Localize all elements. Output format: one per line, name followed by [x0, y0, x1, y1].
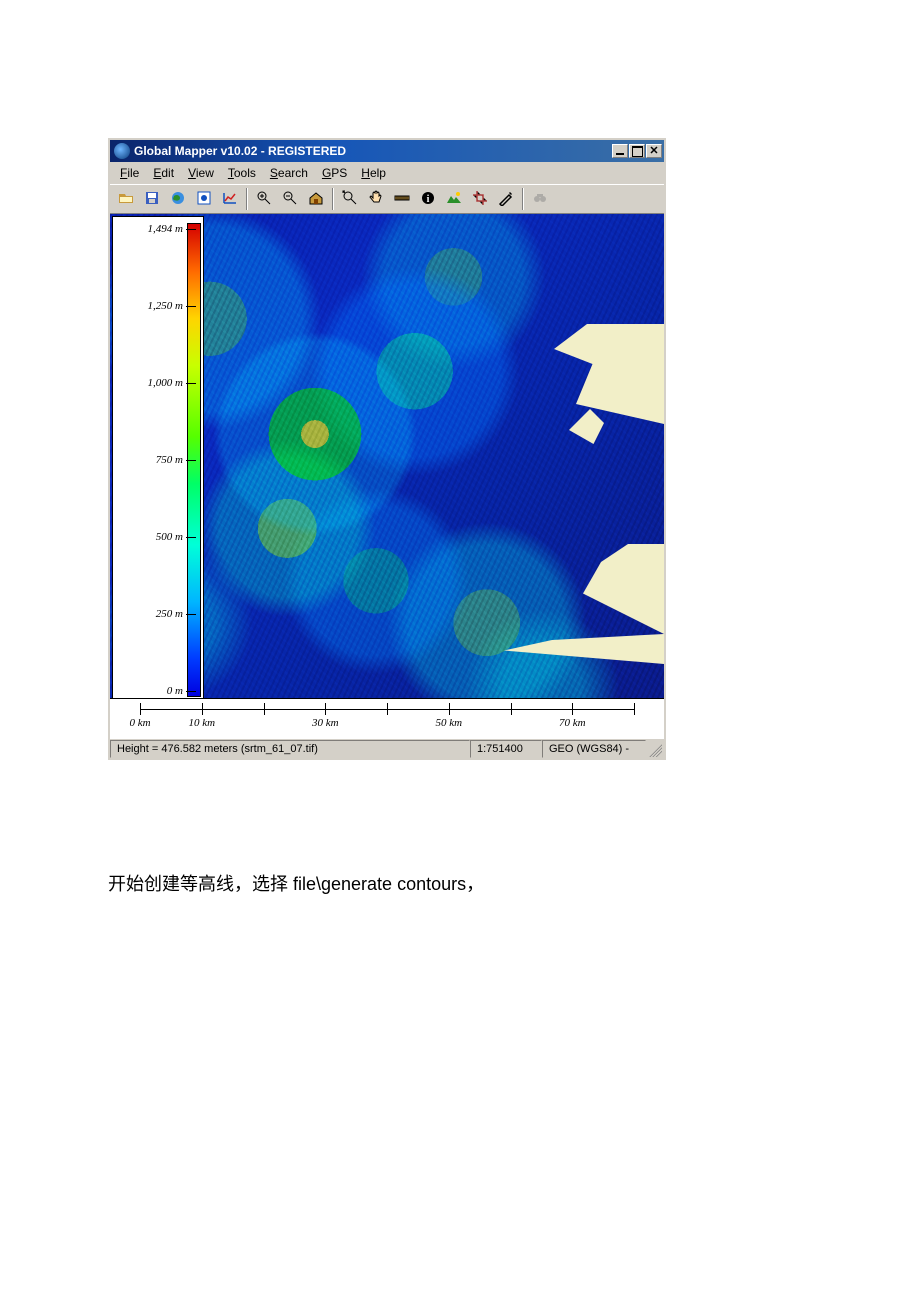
scale-tick: [572, 703, 573, 715]
zoom-in-icon: [256, 190, 272, 209]
binoculars-icon: [532, 190, 548, 209]
binoculars-button[interactable]: [528, 188, 552, 210]
status-bar: Height = 476.582 meters (srtm_61_07.tif)…: [110, 738, 664, 758]
menu-gps[interactable]: GPS: [316, 164, 353, 182]
menu-edit[interactable]: Edit: [147, 164, 180, 182]
minimize-button[interactable]: [612, 144, 628, 158]
scale-label: 10 km: [188, 717, 215, 729]
app-window: Global Mapper v10.02 - REGISTERED FileEd…: [108, 138, 666, 760]
scale-label: 30 km: [312, 717, 339, 729]
maximize-button[interactable]: [629, 144, 645, 158]
zoom-out-button[interactable]: [278, 188, 302, 210]
chart-button[interactable]: [218, 188, 242, 210]
scale-label: 0 km: [129, 717, 150, 729]
window-title: Global Mapper v10.02 - REGISTERED: [134, 144, 612, 158]
save-icon: [144, 190, 160, 209]
elevation-legend: 1,494 m 1,250 m 1,000 m 750 m 500 m 250 m 0 m: [112, 216, 204, 704]
title-bar[interactable]: Global Mapper v10.02 - REGISTERED: [110, 140, 664, 162]
layers-button[interactable]: [192, 188, 216, 210]
scale-tick: [634, 703, 635, 715]
toolbar: i: [110, 184, 664, 214]
menu-search[interactable]: Search: [264, 164, 314, 182]
terrain-button[interactable]: [442, 188, 466, 210]
close-button[interactable]: [646, 144, 662, 158]
scale-tick: [264, 703, 265, 715]
zoom-select-button[interactable]: [338, 188, 362, 210]
menu-file[interactable]: File: [114, 164, 145, 182]
scale-label: 70 km: [559, 717, 586, 729]
scale-tick: [140, 703, 141, 715]
zoom-in-button[interactable]: [252, 188, 276, 210]
legend-tick: 0 m: [167, 685, 183, 697]
menu-bar: FileEditViewToolsSearchGPSHelp: [110, 162, 664, 184]
document-caption: 开始创建等高线，选择 file\generate contours，: [108, 870, 666, 896]
scale-bar: 0 km 10 km 30 km 50 km 70 km: [110, 698, 664, 738]
legend-tick: 250 m: [156, 608, 183, 620]
chart-icon: [222, 190, 238, 209]
scale-label: 50 km: [435, 717, 462, 729]
open-icon: [118, 190, 134, 209]
crop-button[interactable]: [468, 188, 492, 210]
home-button[interactable]: [304, 188, 328, 210]
window-buttons: [612, 144, 662, 158]
app-icon: [114, 143, 130, 159]
legend-tick: 750 m: [156, 454, 183, 466]
scale-tick: [449, 703, 450, 715]
status-scale: 1:751400: [470, 740, 542, 758]
resize-grip-icon[interactable]: [646, 741, 662, 757]
status-height: Height = 476.582 meters (srtm_61_07.tif): [110, 740, 470, 758]
globe-icon: [170, 190, 186, 209]
menu-help[interactable]: Help: [355, 164, 392, 182]
legend-tick: 1,494 m: [148, 223, 183, 235]
draw-button[interactable]: [494, 188, 518, 210]
terrain-icon: [446, 190, 462, 209]
scale-tick: [325, 703, 326, 715]
pan-button[interactable]: [364, 188, 388, 210]
globe-button[interactable]: [166, 188, 190, 210]
legend-tick: 500 m: [156, 531, 183, 543]
status-projection: GEO (WGS84) -: [542, 740, 646, 758]
measure-icon: [394, 190, 410, 209]
zoom-select-icon: [342, 190, 358, 209]
pan-icon: [368, 190, 384, 209]
scale-tick: [387, 703, 388, 715]
open-button[interactable]: [114, 188, 138, 210]
map-viewport[interactable]: 1,494 m1,250 m1,000 m750 m500 m250 m0 m …: [110, 214, 664, 738]
measure-button[interactable]: [390, 188, 414, 210]
legend-tick: 1,250 m: [148, 300, 183, 312]
home-icon: [308, 190, 324, 209]
draw-icon: [498, 190, 514, 209]
scale-tick: [511, 703, 512, 715]
svg-text:i: i: [427, 194, 430, 205]
menu-tools[interactable]: Tools: [222, 164, 262, 182]
crop-icon: [472, 190, 488, 209]
legend-tick: 1,000 m: [148, 377, 183, 389]
scale-tick: [202, 703, 203, 715]
info-button[interactable]: i: [416, 188, 440, 210]
layers-icon: [196, 190, 212, 209]
menu-view[interactable]: View: [182, 164, 220, 182]
save-button[interactable]: [140, 188, 164, 210]
info-icon: i: [420, 190, 436, 209]
zoom-out-icon: [282, 190, 298, 209]
